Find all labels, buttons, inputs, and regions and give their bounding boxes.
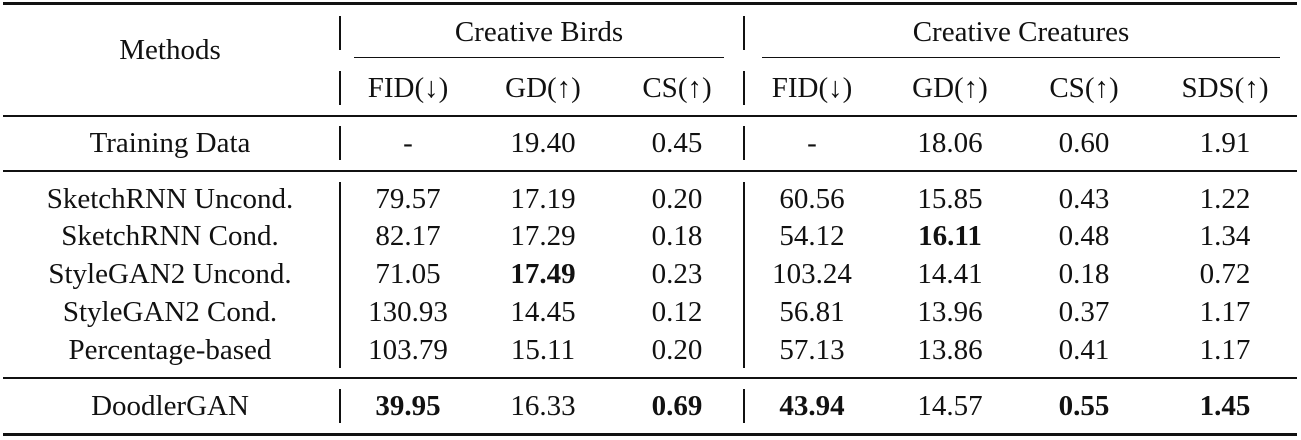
method-label: StyleGAN2 Cond. <box>62 296 278 328</box>
value-cell: 18.06 <box>917 127 983 159</box>
creatures-cs-header: CS(↑) <box>1049 72 1119 104</box>
method-label: Percentage-based <box>68 334 272 366</box>
value-cell: 103.24 <box>772 258 852 290</box>
value-cell: 0.48 <box>1058 220 1110 252</box>
creatures-fid-header: FID(↓) <box>771 72 853 104</box>
value-cell: 71.05 <box>375 258 441 290</box>
value-cell: 39.95 <box>375 390 441 422</box>
value-cell: 0.18 <box>651 220 703 252</box>
value-cell: 19.40 <box>510 127 576 159</box>
baselines-bottom-rule <box>3 377 1297 379</box>
value-cell: 17.19 <box>510 183 576 215</box>
vsep-training-2 <box>743 126 745 160</box>
value-cell: 60.56 <box>779 183 845 215</box>
value-cell: 0.69 <box>651 390 703 422</box>
value-cell: - <box>807 127 817 159</box>
value-cell: 0.55 <box>1058 390 1110 422</box>
value-cell: - <box>403 127 413 159</box>
value-cell: 1.17 <box>1199 334 1251 366</box>
value-cell: 0.45 <box>651 127 703 159</box>
vsep-baselines-2 <box>743 182 745 368</box>
bottom-rule <box>3 433 1297 436</box>
value-cell: 13.96 <box>917 296 983 328</box>
header-bottom-rule <box>3 115 1297 117</box>
vsep-ours-2 <box>743 389 745 423</box>
value-cell: 14.41 <box>917 258 983 290</box>
value-cell: 0.60 <box>1058 127 1110 159</box>
vsep-ours-1 <box>339 389 341 423</box>
value-cell: 0.41 <box>1058 334 1110 366</box>
value-cell: 15.85 <box>917 183 983 215</box>
value-cell: 17.29 <box>510 220 576 252</box>
value-cell: 1.34 <box>1199 220 1251 252</box>
birds-group-rule <box>354 57 724 59</box>
birds-cs-header: CS(↑) <box>642 72 712 104</box>
value-cell: 0.20 <box>651 334 703 366</box>
value-cell: 103.79 <box>368 334 448 366</box>
method-label: Training Data <box>89 127 251 159</box>
value-cell: 56.81 <box>779 296 845 328</box>
value-cell: 14.57 <box>917 390 983 422</box>
value-cell: 0.37 <box>1058 296 1110 328</box>
top-rule <box>3 2 1297 5</box>
value-cell: 130.93 <box>368 296 448 328</box>
vsep-header-sub-1 <box>339 71 341 105</box>
vsep-header-sub-2 <box>743 71 745 105</box>
value-cell: 0.20 <box>651 183 703 215</box>
training-bottom-rule <box>3 170 1297 172</box>
birds-group-header: Creative Birds <box>454 16 624 48</box>
value-cell: 0.12 <box>651 296 703 328</box>
value-cell: 0.72 <box>1199 258 1251 290</box>
value-cell: 1.45 <box>1199 390 1251 422</box>
methods-header: Methods <box>119 34 221 66</box>
value-cell: 0.23 <box>651 258 703 290</box>
vsep-baselines-1 <box>339 182 341 368</box>
creatures-gd-header: GD(↑) <box>912 72 988 104</box>
creatures-group-header: Creative Creatures <box>912 16 1130 48</box>
value-cell: 1.91 <box>1199 127 1251 159</box>
value-cell: 16.33 <box>510 390 576 422</box>
value-cell: 43.94 <box>779 390 845 422</box>
method-label: SketchRNN Uncond. <box>46 183 294 215</box>
birds-fid-header: FID(↓) <box>367 72 449 104</box>
value-cell: 17.49 <box>510 258 576 290</box>
method-label: StyleGAN2 Uncond. <box>48 258 292 290</box>
value-cell: 14.45 <box>510 296 576 328</box>
value-cell: 13.86 <box>917 334 983 366</box>
value-cell: 0.18 <box>1058 258 1110 290</box>
creatures-group-rule <box>762 57 1280 59</box>
vsep-training-1 <box>339 126 341 160</box>
vsep-header-top-2 <box>743 16 745 50</box>
value-cell: 1.22 <box>1199 183 1251 215</box>
value-cell: 0.43 <box>1058 183 1110 215</box>
value-cell: 82.17 <box>375 220 441 252</box>
method-label: SketchRNN Cond. <box>61 220 279 252</box>
value-cell: 54.12 <box>779 220 845 252</box>
creatures-sds-header: SDS(↑) <box>1181 72 1269 104</box>
value-cell: 1.17 <box>1199 296 1251 328</box>
value-cell: 79.57 <box>375 183 441 215</box>
value-cell: 15.11 <box>510 334 576 366</box>
vsep-header-top-1 <box>339 16 341 50</box>
birds-gd-header: GD(↑) <box>505 72 581 104</box>
value-cell: 16.11 <box>918 220 982 252</box>
method-label: DoodlerGAN <box>91 390 249 422</box>
value-cell: 57.13 <box>779 334 845 366</box>
